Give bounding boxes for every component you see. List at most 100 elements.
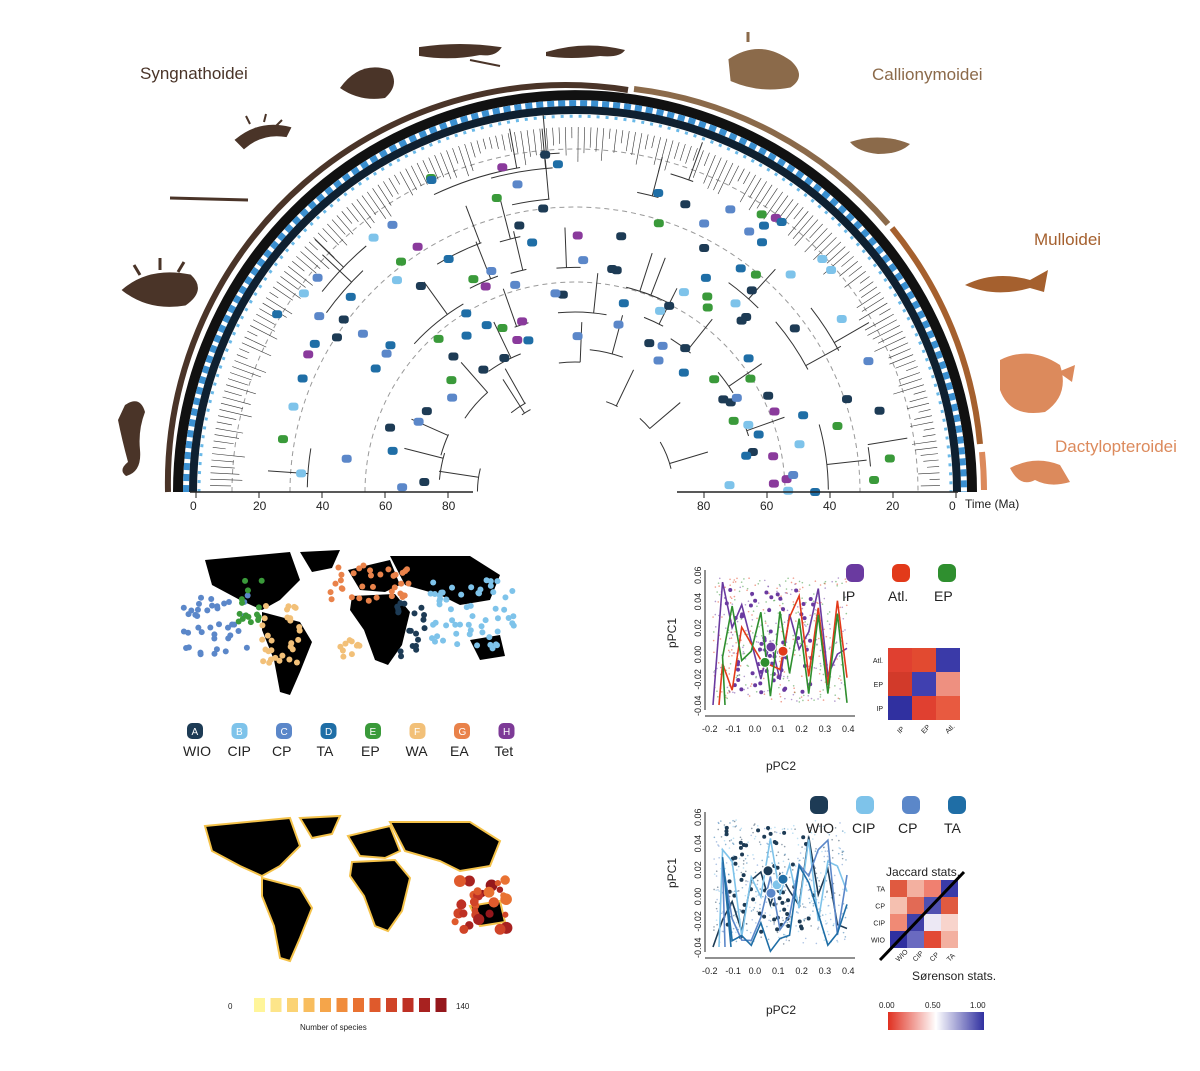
pca-point xyxy=(772,639,774,642)
tree-tip xyxy=(809,223,823,239)
tree-tip xyxy=(728,165,739,186)
occurrence-point xyxy=(403,566,410,573)
occurrence-point xyxy=(487,578,494,585)
pca-point xyxy=(748,577,750,579)
callionymid-icon xyxy=(850,137,910,154)
needlefish-icon xyxy=(169,196,249,202)
pca-point xyxy=(752,909,755,911)
axis-tick-label: 60 xyxy=(379,499,393,513)
pca-point xyxy=(776,587,778,590)
tree-node-marker xyxy=(700,273,711,282)
pca-point xyxy=(827,904,830,907)
species-scale-max: 140 xyxy=(456,1002,470,1011)
region-letter: H xyxy=(503,727,510,738)
pca-point xyxy=(826,620,829,622)
tree-branch xyxy=(500,200,511,240)
pca-point xyxy=(838,677,840,680)
occurrence-point xyxy=(501,606,508,613)
occurrence-point xyxy=(244,587,251,594)
pca-point xyxy=(798,580,801,583)
tree-tips xyxy=(210,127,940,493)
tree-node-marker xyxy=(461,331,472,340)
tree-tip xyxy=(707,157,722,189)
pca-point xyxy=(741,873,746,878)
occurrence-point xyxy=(373,594,380,601)
tree-tip xyxy=(864,313,894,331)
pca-point xyxy=(750,591,755,596)
pca-point xyxy=(765,901,768,904)
pca-point xyxy=(752,610,755,612)
tree-tip xyxy=(673,142,680,159)
time-circle-3 xyxy=(364,281,786,493)
pca-legend-swatch xyxy=(948,796,966,814)
matrix-cell xyxy=(912,696,936,720)
pca-point xyxy=(824,896,827,898)
region-legend-item: C CP xyxy=(272,723,292,759)
region-letter: E xyxy=(370,727,377,738)
tree-branch xyxy=(476,468,481,492)
pca-point xyxy=(829,912,832,915)
time-axis-label: Time (Ma) xyxy=(965,497,1019,511)
pca-point xyxy=(834,685,836,687)
pca-point xyxy=(826,930,829,933)
mulloidei-arc xyxy=(889,226,983,445)
tree-branch xyxy=(589,349,624,358)
pca-point xyxy=(728,637,731,640)
tree-node-marker xyxy=(750,270,761,279)
pca-point xyxy=(757,894,760,896)
pca-point xyxy=(823,597,826,600)
continent xyxy=(388,821,502,873)
species-map xyxy=(178,814,518,970)
region-letter: F xyxy=(414,727,420,738)
tree-node-marker xyxy=(728,416,739,425)
pca-point xyxy=(744,684,747,686)
pca-point xyxy=(796,837,799,840)
pca-point xyxy=(727,631,730,634)
species-hotspot xyxy=(463,875,475,887)
tree-node-marker xyxy=(387,220,398,229)
pca-point xyxy=(724,829,729,834)
tree-branch xyxy=(469,275,499,289)
pca-point xyxy=(784,885,786,888)
occurrence-point xyxy=(397,648,404,655)
tree-node-marker xyxy=(491,194,502,203)
tree-tip xyxy=(227,378,249,386)
time-circle-1 xyxy=(231,148,919,493)
pca-point xyxy=(809,614,812,617)
tree-tip xyxy=(322,228,339,246)
pca-point xyxy=(754,584,757,587)
pca-point xyxy=(805,625,807,627)
pca-point xyxy=(805,601,807,604)
pca-point xyxy=(751,618,754,621)
pca-point xyxy=(716,910,719,913)
pca-point xyxy=(798,590,800,593)
tree-tip xyxy=(230,372,252,381)
pca-point xyxy=(743,688,746,691)
occurrence-point xyxy=(385,566,392,573)
matrix-row-label: EP xyxy=(874,682,884,689)
tree-node-marker xyxy=(419,478,430,487)
sim-scale-0: 0.00 xyxy=(879,1001,895,1010)
pca-point xyxy=(729,596,732,598)
pca-point xyxy=(831,838,833,841)
tree-node-marker xyxy=(745,374,756,383)
pca-point xyxy=(714,586,717,588)
matrix-col-label: EP xyxy=(920,724,932,736)
pca-point xyxy=(822,689,824,691)
x-tick-label: -0.2 xyxy=(702,724,718,734)
species-scale-swatch xyxy=(254,998,265,1012)
occurrence-point xyxy=(510,622,517,629)
pca-point xyxy=(732,819,734,822)
tree-node-marker xyxy=(724,481,735,490)
pca-point xyxy=(753,837,756,840)
pca-point xyxy=(756,617,758,620)
tree-branch xyxy=(834,322,870,344)
tree-node-marker xyxy=(497,324,508,333)
tree-branch xyxy=(306,448,312,488)
pca-point xyxy=(724,867,727,870)
pca-point xyxy=(834,827,837,829)
pca-point xyxy=(843,938,846,941)
pca-point xyxy=(755,641,758,643)
tree-tip xyxy=(893,384,924,395)
pca-point xyxy=(762,609,765,611)
